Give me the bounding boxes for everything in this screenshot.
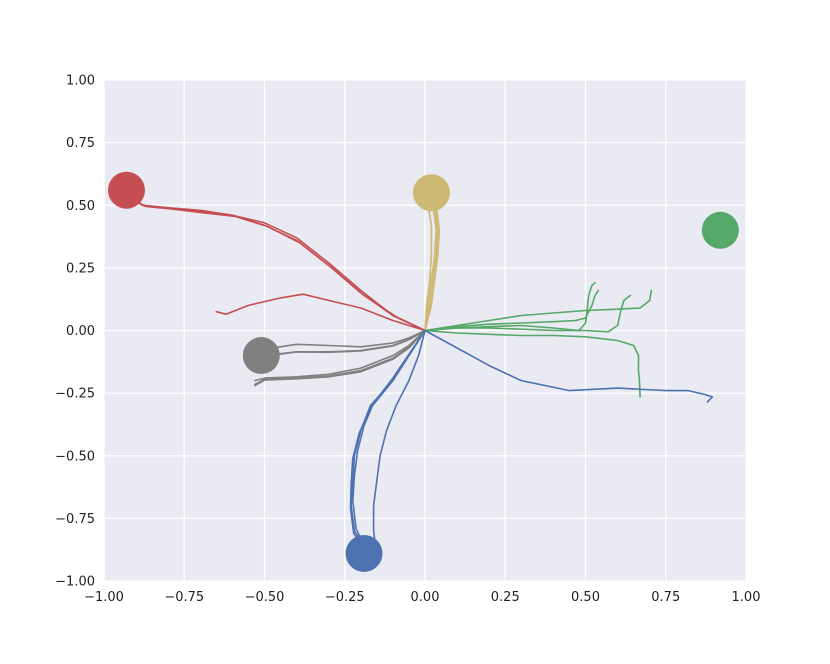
trajectory-line-blue	[424, 329, 714, 403]
x-tick-label: −0.75	[164, 590, 204, 605]
x-tick-label: −1.00	[84, 590, 124, 605]
trajectory-line-gray	[263, 329, 426, 358]
trajectory-line-blue	[372, 329, 426, 545]
x-tick-label: −0.25	[325, 590, 365, 605]
y-tick-label: −0.50	[55, 449, 95, 464]
trajectory-line-red	[125, 191, 426, 332]
trajectory-line-gray	[263, 329, 426, 351]
trajectory-line-blue	[352, 329, 426, 547]
x-tick-label: 0.50	[571, 590, 600, 605]
trajectory-line-gray	[254, 329, 426, 387]
y-tick-label: 0.00	[66, 324, 95, 339]
y-tick-label: −0.75	[55, 512, 95, 527]
y-tick-label: 0.25	[66, 261, 95, 276]
axes: −1.00 −0.75 −0.50 −0.25 0.00 0.25 0.50 0.75 1.00…	[55, 74, 760, 606]
y-tick-label: −0.25	[55, 387, 95, 402]
y-tick-label: 0.75	[66, 136, 95, 151]
target-marker-gold	[412, 174, 450, 212]
target-markers	[107, 171, 739, 572]
target-marker-red	[107, 171, 145, 209]
y-tick-label: −1.00	[55, 575, 95, 590]
trajectory-line-green	[424, 294, 632, 333]
y-tick-label: 1.00	[66, 74, 95, 89]
x-tick-label: 0.75	[651, 590, 680, 605]
trajectory-line-green	[424, 289, 600, 332]
trajectory-line-gray	[254, 329, 426, 382]
x-tick-label: 0.00	[411, 590, 440, 605]
trajectory-line-green	[424, 289, 653, 332]
x-tick-label: −0.50	[245, 590, 285, 605]
trajectory-line-blue	[349, 329, 426, 550]
y-tick-label: 0.50	[66, 199, 95, 214]
target-marker-blue	[345, 534, 383, 572]
target-marker-gray	[242, 337, 280, 375]
target-marker-green	[701, 211, 739, 249]
trajectory-line-green	[424, 329, 641, 398]
x-tick-label: 1.00	[732, 590, 761, 605]
trajectory-line-red	[128, 196, 426, 332]
x-tick-label: 0.25	[491, 590, 520, 605]
trajectory-line-red	[215, 293, 426, 332]
